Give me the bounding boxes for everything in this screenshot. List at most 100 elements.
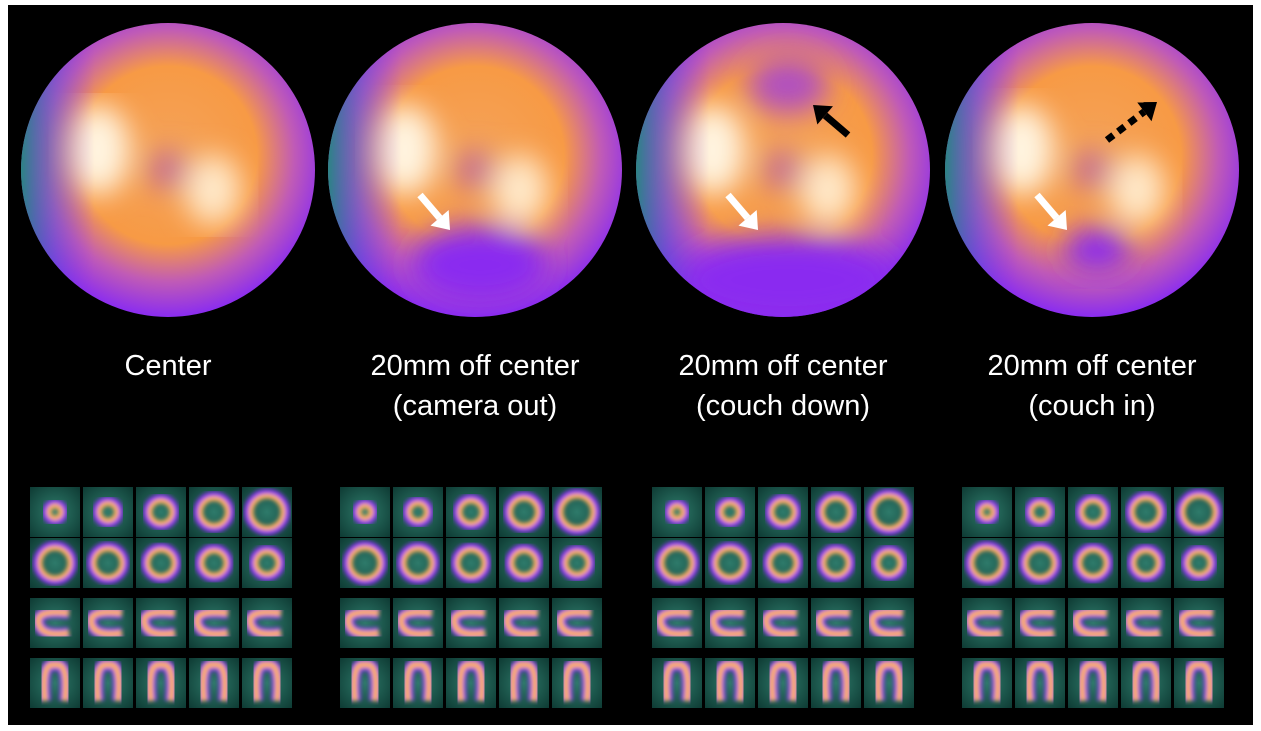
- slice-tile: [1174, 658, 1224, 708]
- slice-tile: [83, 487, 133, 537]
- slice-tile: [446, 487, 496, 537]
- slice-tile: [136, 487, 186, 537]
- slice-tile: [393, 487, 443, 537]
- slice-tile: [242, 487, 292, 537]
- figure: Center20mm off center(camera out)20mm of…: [0, 0, 1261, 731]
- panel-label: Center: [124, 350, 211, 382]
- slice-tile: [811, 598, 861, 648]
- slice-tile: [552, 658, 602, 708]
- slice-tile: [1121, 487, 1171, 537]
- slice-tile: [758, 598, 808, 648]
- slice-tile: [446, 658, 496, 708]
- slice-tile: [552, 598, 602, 648]
- slice-tile: [758, 658, 808, 708]
- slice-tile: [1068, 658, 1118, 708]
- slice-tile: [499, 487, 549, 537]
- slice-tile: [499, 538, 549, 588]
- slice-tile: [136, 538, 186, 588]
- slice-tile: [705, 598, 755, 648]
- tile-bg: [393, 487, 443, 537]
- slice-tile: [189, 598, 239, 648]
- slice-tile: [864, 487, 914, 537]
- edge-tint: [636, 23, 930, 317]
- tile-bg: [705, 487, 755, 537]
- slice-tile: [1174, 487, 1224, 537]
- slice-tile: [1121, 598, 1171, 648]
- slice-tile: [652, 538, 702, 588]
- edge-tint: [945, 23, 1239, 317]
- slice-tile: [864, 538, 914, 588]
- slice-tile: [1068, 487, 1118, 537]
- slice-tile: [811, 658, 861, 708]
- slice-tile: [758, 487, 808, 537]
- slice-tile: [446, 538, 496, 588]
- slice-tile: [189, 658, 239, 708]
- slice-tile: [1174, 598, 1224, 648]
- slice-tile: [83, 658, 133, 708]
- slice-tile: [242, 598, 292, 648]
- slice-tile: [30, 538, 80, 588]
- slice-tile: [962, 487, 1012, 537]
- slice-tile: [652, 598, 702, 648]
- slice-tile: [340, 538, 390, 588]
- panel-label: (couch in): [1028, 390, 1155, 422]
- panel-label: (camera out): [393, 390, 557, 422]
- panel-label: 20mm off center: [987, 350, 1196, 382]
- slice-tile: [136, 658, 186, 708]
- slice-tile: [705, 487, 755, 537]
- slice-tile: [393, 598, 443, 648]
- tile-bg: [1015, 487, 1065, 537]
- slice-tile: [552, 538, 602, 588]
- slice-tile: [652, 658, 702, 708]
- slice-tile: [136, 598, 186, 648]
- polar-map: [328, 23, 622, 317]
- slice-tile: [705, 538, 755, 588]
- slice-tile: [83, 598, 133, 648]
- tile-bg: [652, 487, 702, 537]
- panel-label: 20mm off center: [678, 350, 887, 382]
- panel: 20mm off center (couch in): [945, 23, 1239, 708]
- slice-tile: [499, 598, 549, 648]
- slice-tile: [1015, 538, 1065, 588]
- slice-tile: [30, 658, 80, 708]
- slice-tile: [83, 538, 133, 588]
- panel-label: 20mm off center: [370, 350, 579, 382]
- slice-tile: [446, 598, 496, 648]
- tile-bg: [962, 487, 1012, 537]
- slice-tile: [758, 538, 808, 588]
- panel: 20mm off center (camera out): [328, 23, 622, 708]
- slice-tile: [1015, 487, 1065, 537]
- slice-tile: [962, 658, 1012, 708]
- slice-tile: [242, 658, 292, 708]
- slice-tile: [393, 658, 443, 708]
- slice-tile: [1174, 538, 1224, 588]
- slice-tile: [552, 487, 602, 537]
- slice-tile: [1121, 538, 1171, 588]
- panel: 20mm off center (couch down): [636, 23, 930, 708]
- tile-bg: [83, 487, 133, 537]
- edge-tint: [21, 23, 315, 317]
- polar-map: [945, 23, 1239, 317]
- polar-map: [21, 23, 315, 317]
- slice-tile: [30, 487, 80, 537]
- slice-tile: [189, 487, 239, 537]
- edge-tint: [328, 23, 622, 317]
- tile-bg: [340, 487, 390, 537]
- slice-tile: [1015, 598, 1065, 648]
- slice-tile: [1015, 658, 1065, 708]
- slice-tile: [962, 598, 1012, 648]
- slice-tile: [705, 658, 755, 708]
- tile-bg: [30, 487, 80, 537]
- slice-tile: [340, 487, 390, 537]
- slice-tile: [189, 538, 239, 588]
- slice-tile: [30, 598, 80, 648]
- slice-tile: [652, 487, 702, 537]
- slice-tile: [864, 598, 914, 648]
- slice-tile: [393, 538, 443, 588]
- slice-tile: [340, 598, 390, 648]
- slice-tile: [811, 487, 861, 537]
- slice-tile: [499, 658, 549, 708]
- panel-label: (couch down): [696, 390, 870, 422]
- slice-tile: [811, 538, 861, 588]
- slice-tile: [1068, 538, 1118, 588]
